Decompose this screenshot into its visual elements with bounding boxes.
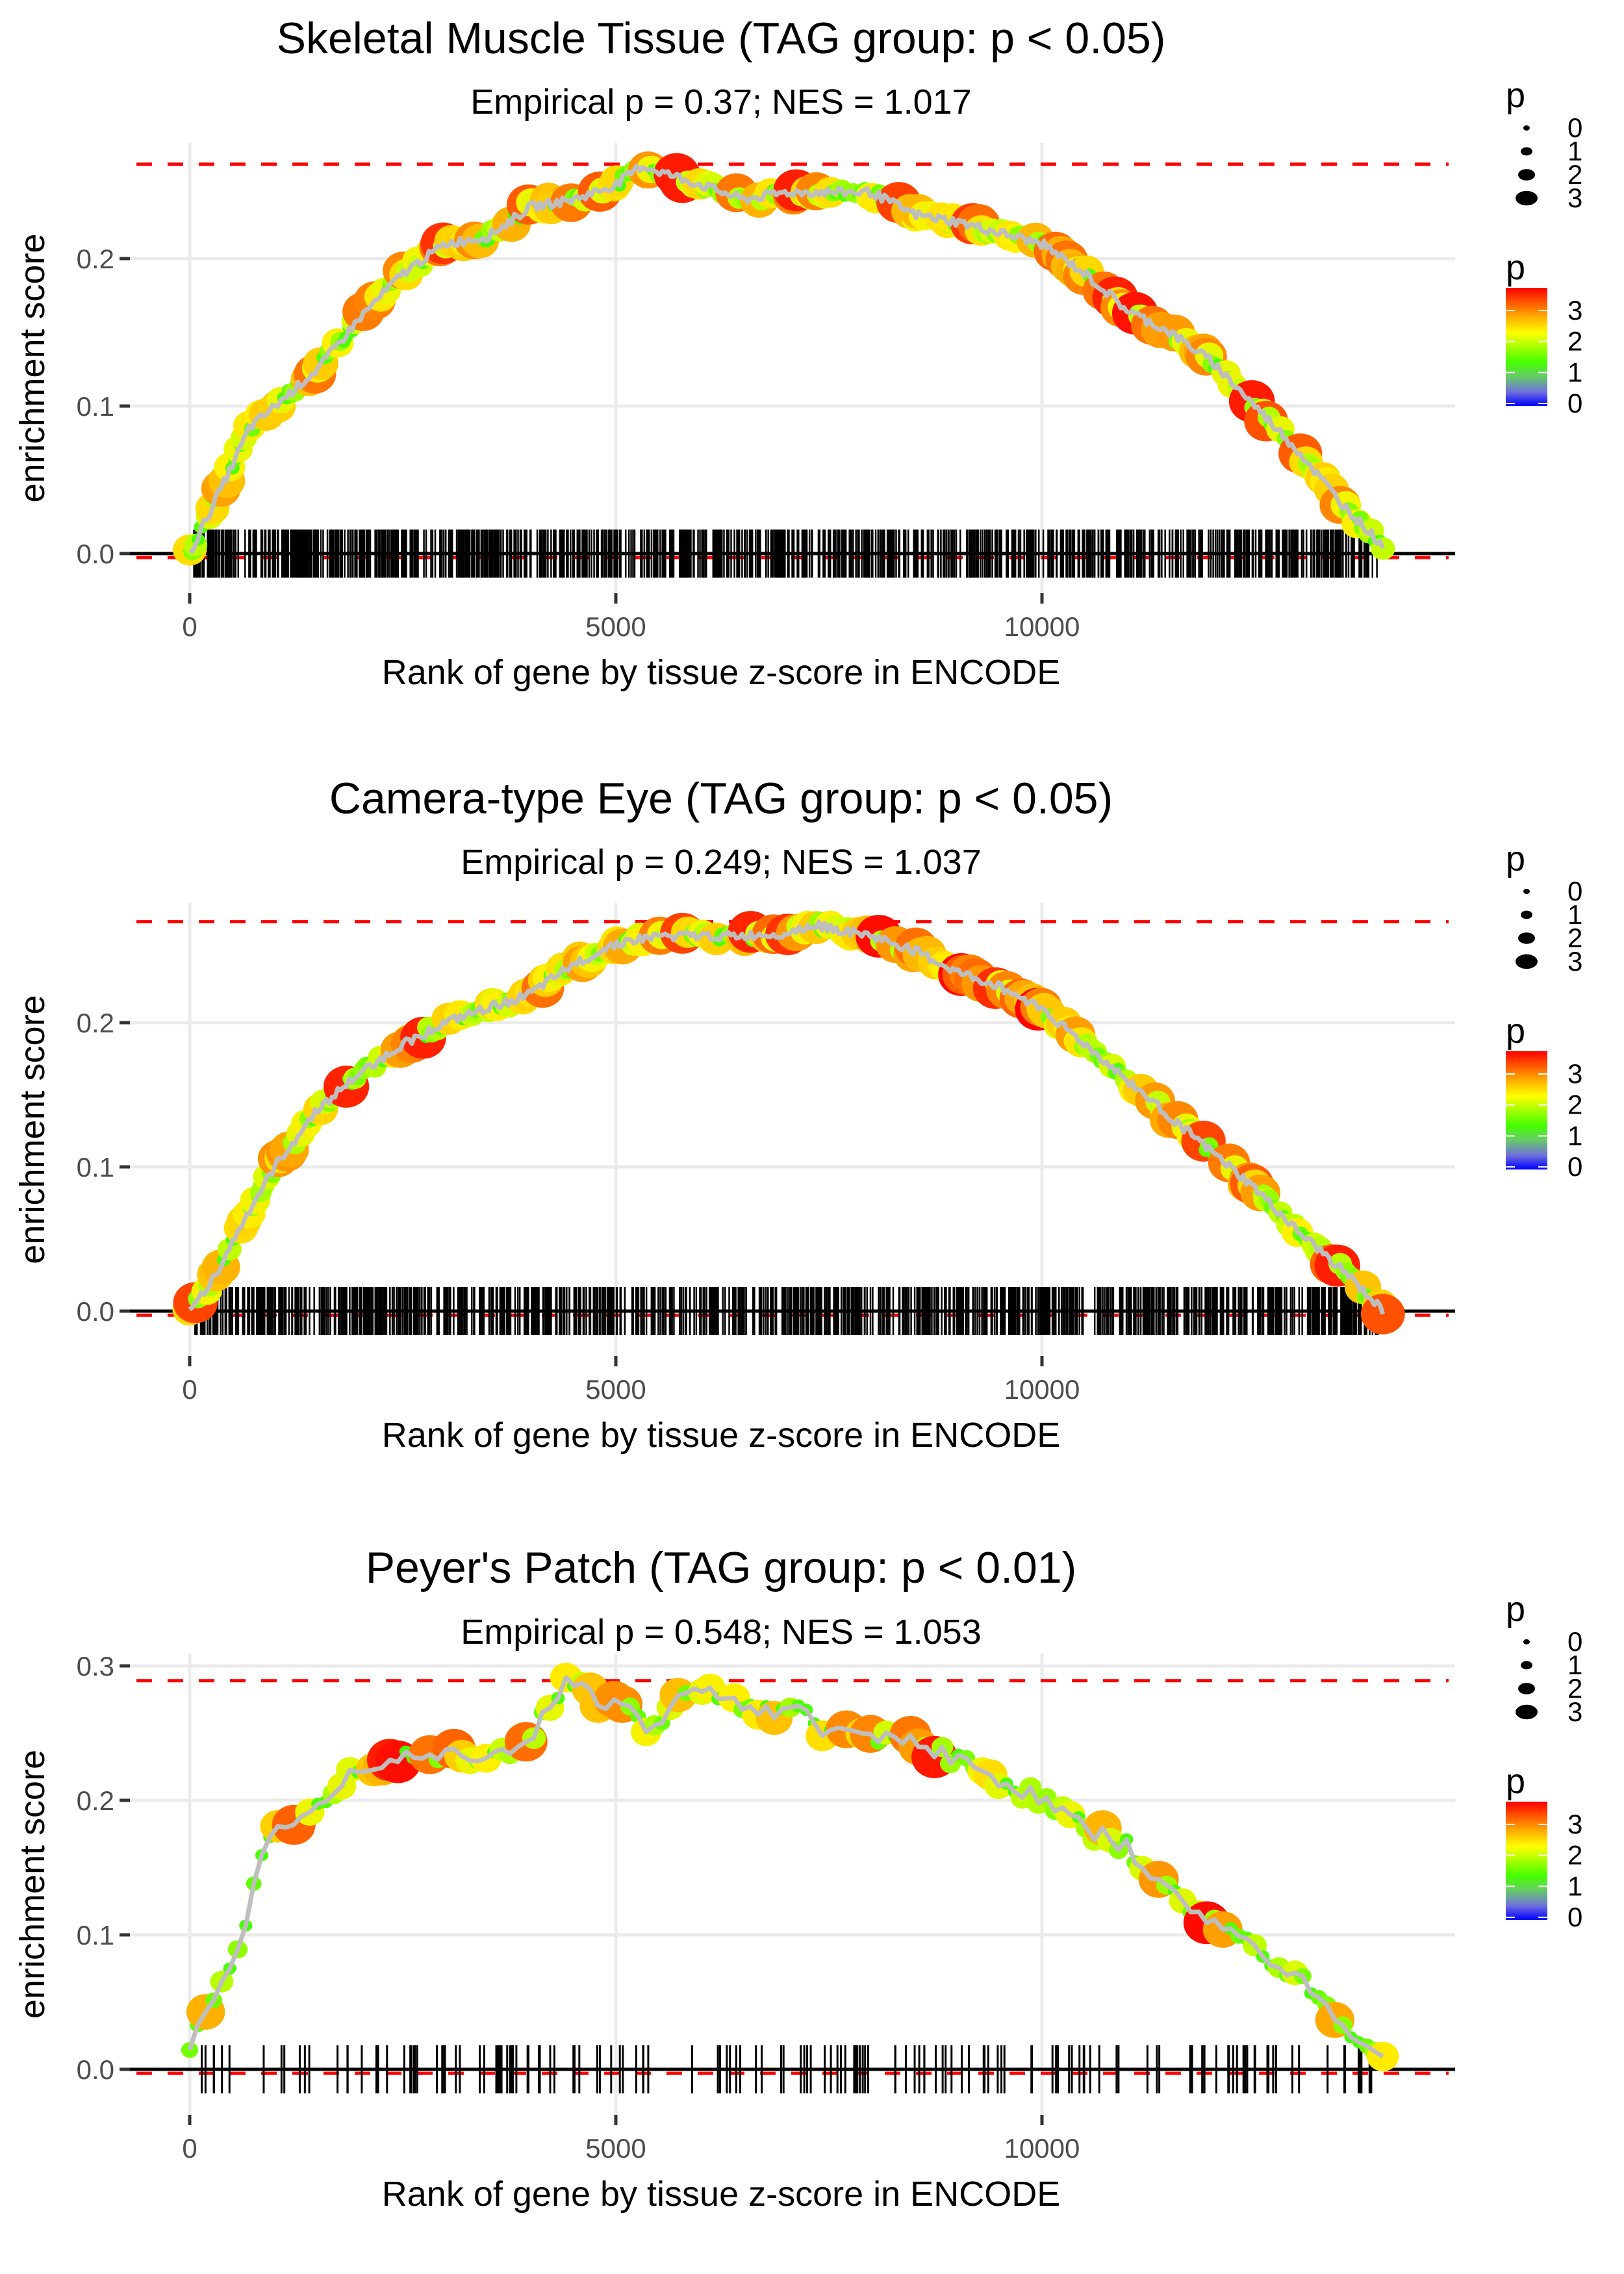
score-points: [172, 910, 1405, 1335]
size-legend-label: 1: [1567, 1650, 1582, 1680]
size-legend-label: 3: [1567, 1696, 1582, 1727]
y-tick-label: 0.1: [77, 1152, 114, 1182]
color-legend-label: 2: [1567, 1090, 1582, 1120]
chart-subtitle: Empirical p = 0.548; NES = 1.053: [461, 1613, 981, 1652]
y-tick-label: 0.2: [77, 1008, 114, 1038]
size-legend-label: 3: [1567, 946, 1582, 977]
y-tick-label: 0.0: [77, 1296, 114, 1327]
color-bar: [1506, 288, 1547, 406]
size-legend-dot: [1516, 190, 1538, 206]
y-axis-title: enrichment score: [13, 1750, 52, 2019]
x-tick-label: 0: [182, 2133, 197, 2164]
x-tick-label: 0: [182, 1374, 197, 1405]
x-axis-title: Rank of gene by tissue z-score in ENCODE: [382, 653, 1060, 692]
color-legend-label: 3: [1567, 295, 1582, 326]
color-legend-title: p: [1506, 248, 1525, 287]
score-points: [181, 1663, 1399, 2071]
color-legend-label: 1: [1567, 1120, 1582, 1151]
size-legend-label: 1: [1567, 899, 1582, 930]
color-legend-label: 0: [1567, 388, 1582, 418]
size-legend-label: 1: [1567, 136, 1582, 166]
color-bar: [1506, 1802, 1547, 1920]
size-legend-title: p: [1506, 76, 1525, 115]
size-legend-label: 0: [1567, 876, 1582, 906]
x-tick-label: 10000: [1004, 1374, 1080, 1405]
y-tick-label: 0.0: [77, 539, 114, 569]
color-legend-label: 2: [1567, 1840, 1582, 1871]
size-legend-dot: [1521, 147, 1532, 156]
x-tick-label: 10000: [1004, 2133, 1080, 2164]
chart-title: Peyer's Patch (TAG group: p < 0.01): [366, 1543, 1077, 1592]
size-legend-dot: [1518, 169, 1535, 181]
size-legend-label: 2: [1567, 159, 1582, 190]
y-tick-label: 0.3: [77, 1651, 114, 1681]
x-tick-label: 0: [182, 611, 197, 642]
x-tick-label: 10000: [1004, 611, 1080, 642]
x-tick-label: 5000: [585, 1374, 646, 1405]
size-legend-dot: [1518, 1683, 1535, 1694]
color-legend-label: 1: [1567, 1871, 1582, 1901]
y-tick-label: 0.1: [77, 391, 114, 422]
x-tick-label: 5000: [585, 2133, 646, 2164]
color-legend-label: 0: [1567, 1151, 1582, 1182]
size-legend-label: 0: [1567, 1626, 1582, 1657]
y-tick-label: 0.2: [77, 1785, 114, 1816]
y-axis-title: enrichment score: [13, 995, 52, 1264]
size-legend-dot: [1521, 910, 1532, 919]
size-legend-label: 3: [1567, 183, 1582, 213]
size-legend-dot: [1521, 1661, 1532, 1670]
color-bar: [1506, 1051, 1547, 1169]
color-legend-label: 3: [1567, 1809, 1582, 1839]
chart-title: Skeletal Muscle Tissue (TAG group: p < 0…: [277, 14, 1166, 63]
x-axis-title: Rank of gene by tissue z-score in ENCODE: [382, 2175, 1060, 2214]
color-legend-label: 3: [1567, 1058, 1582, 1089]
color-legend-label: 0: [1567, 1902, 1582, 1932]
color-legend-label: 1: [1567, 357, 1582, 387]
color-legend-title: p: [1506, 1762, 1525, 1801]
chart-panel-2: Camera-type Eye (TAG group: p < 0.05) Emp…: [13, 774, 1582, 1455]
size-legend-label: 2: [1567, 1673, 1582, 1704]
y-axis-title: enrichment score: [13, 233, 52, 502]
x-axis-title: Rank of gene by tissue z-score in ENCODE: [382, 1416, 1060, 1455]
y-tick-label: 0.0: [77, 2054, 114, 2085]
size-legend-label: 2: [1567, 923, 1582, 953]
chart-title: Camera-type Eye (TAG group: p < 0.05): [329, 774, 1113, 823]
size-legend-dot: [1523, 1639, 1530, 1644]
running-score-line: [188, 163, 1386, 554]
size-legend-dot: [1523, 125, 1530, 131]
size-legend-title: p: [1506, 839, 1525, 878]
size-legend-label: 0: [1567, 112, 1582, 143]
chart-subtitle: Empirical p = 0.37; NES = 1.017: [470, 83, 971, 121]
size-legend-dot: [1518, 932, 1535, 944]
running-score-line: [187, 1675, 1384, 2059]
size-legend-dot: [1523, 889, 1530, 894]
size-legend-dot: [1516, 954, 1538, 969]
running-score-line: [188, 919, 1386, 1315]
color-legend-label: 2: [1567, 326, 1582, 357]
chart-panel-3: Peyer's Patch (TAG group: p < 0.01) Empir…: [13, 1543, 1582, 2214]
y-tick-label: 0.1: [77, 1920, 114, 1950]
x-tick-label: 5000: [585, 611, 646, 642]
chart-subtitle: Empirical p = 0.249; NES = 1.037: [461, 843, 981, 882]
y-tick-label: 0.2: [77, 244, 114, 274]
chart-panel-1: Skeletal Muscle Tissue (TAG group: p < 0…: [13, 14, 1582, 692]
size-legend-title: p: [1506, 1590, 1525, 1629]
color-legend-title: p: [1506, 1012, 1525, 1051]
size-legend-dot: [1516, 1704, 1538, 1720]
score-point: [1360, 1294, 1405, 1335]
